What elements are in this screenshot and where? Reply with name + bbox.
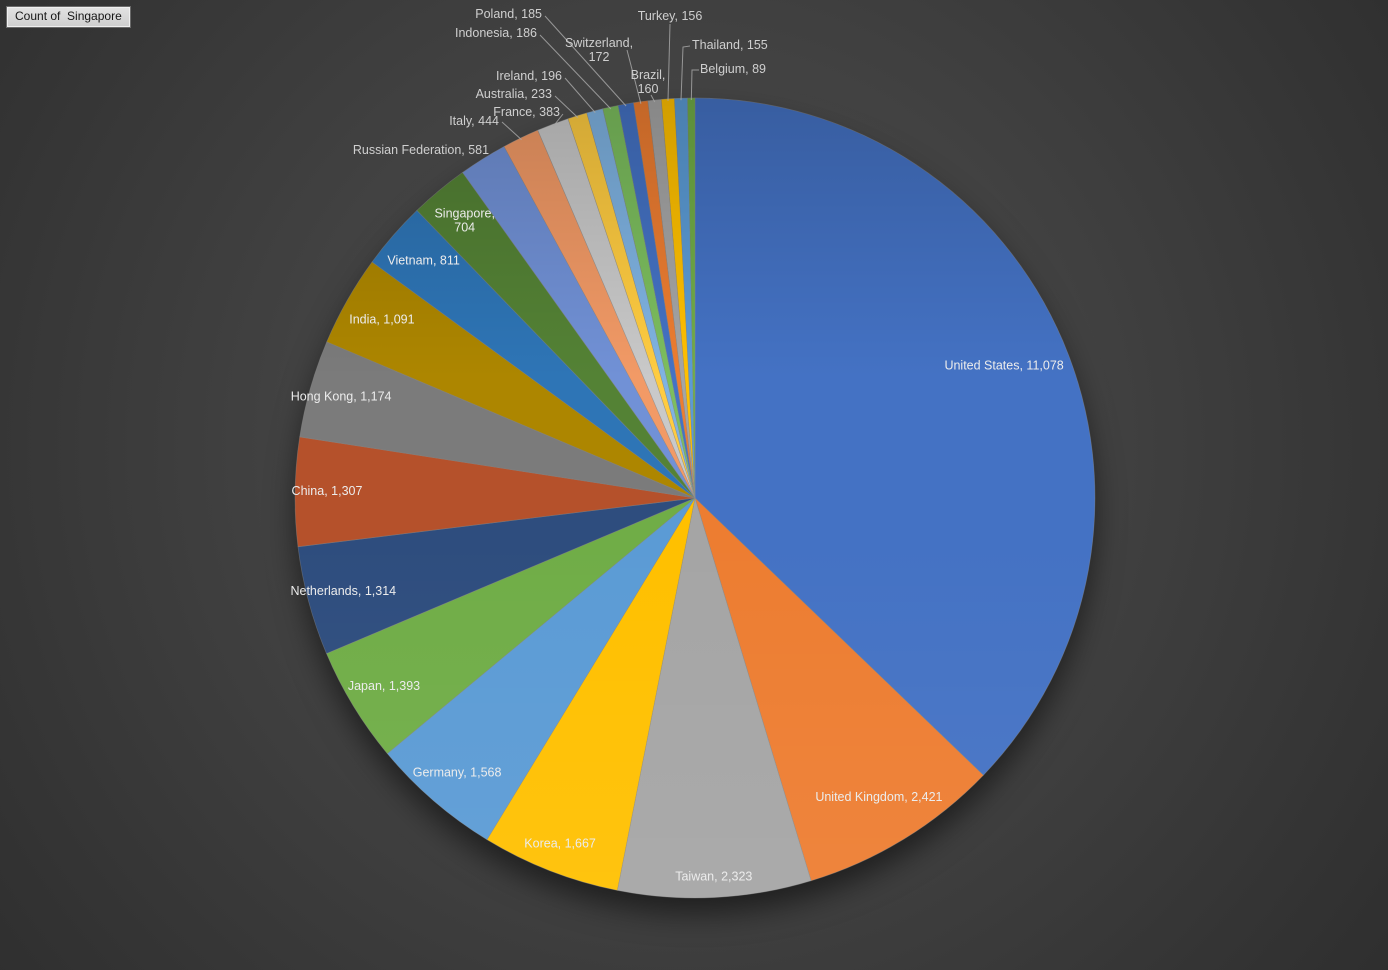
leader-line-poland xyxy=(544,15,627,107)
slice-label-france: France, 383 xyxy=(493,105,560,119)
leader-line-australia xyxy=(554,95,579,118)
slice-label-china: China, 1,307 xyxy=(292,484,363,498)
pivot-field-button[interactable]: Count of Singapore xyxy=(6,6,131,28)
slice-label-belgium: Belgium, 89 xyxy=(700,62,766,76)
slice-label-japan: Japan, 1,393 xyxy=(348,679,420,693)
slice-label-turkey: Turkey, 156 xyxy=(638,9,703,23)
slice-label-ireland: Ireland, 196 xyxy=(496,69,562,83)
leader-line-thailand xyxy=(680,45,691,101)
slice-label-russian-federation: Russian Federation, 581 xyxy=(353,143,489,157)
slice-label-australia: Australia, 233 xyxy=(476,87,552,101)
slice-label-india: India, 1,091 xyxy=(349,313,414,327)
slice-label-korea: Korea, 1,667 xyxy=(524,837,596,851)
leader-line-ireland xyxy=(564,77,596,114)
slice-label-united-kingdom: United Kingdom, 2,421 xyxy=(815,790,942,804)
slice-label-singapore: Singapore, 704 xyxy=(434,207,494,235)
slice-label-hong-kong: Hong Kong, 1,174 xyxy=(291,390,392,404)
slice-label-united-states: United States, 11,078 xyxy=(944,359,1063,373)
leader-line-turkey xyxy=(667,23,671,101)
slice-label-germany: Germany, 1,568 xyxy=(413,766,502,780)
slice-label-vietnam: Vietnam, 811 xyxy=(387,254,460,268)
slice-label-taiwan: Taiwan, 2,323 xyxy=(675,870,752,884)
leader-line-italy xyxy=(501,121,522,141)
slice-label-poland: Poland, 185 xyxy=(475,7,542,21)
slice-label-italy: Italy, 444 xyxy=(449,114,499,128)
leader-line-belgium xyxy=(690,69,699,101)
leader-line-france xyxy=(553,113,564,127)
slice-label-thailand: Thailand, 155 xyxy=(692,38,768,52)
leader-line-switzerland xyxy=(626,49,642,104)
slice-label-brazil: Brazil, 160 xyxy=(631,68,666,96)
leader-line-indonesia xyxy=(539,34,612,110)
leader-line-brazil xyxy=(650,94,656,103)
slice-label-switzerland: Switzerland, 172 xyxy=(565,36,633,64)
slice-label-indonesia: Indonesia, 186 xyxy=(455,26,537,40)
slice-label-netherlands: Netherlands, 1,314 xyxy=(290,584,396,598)
